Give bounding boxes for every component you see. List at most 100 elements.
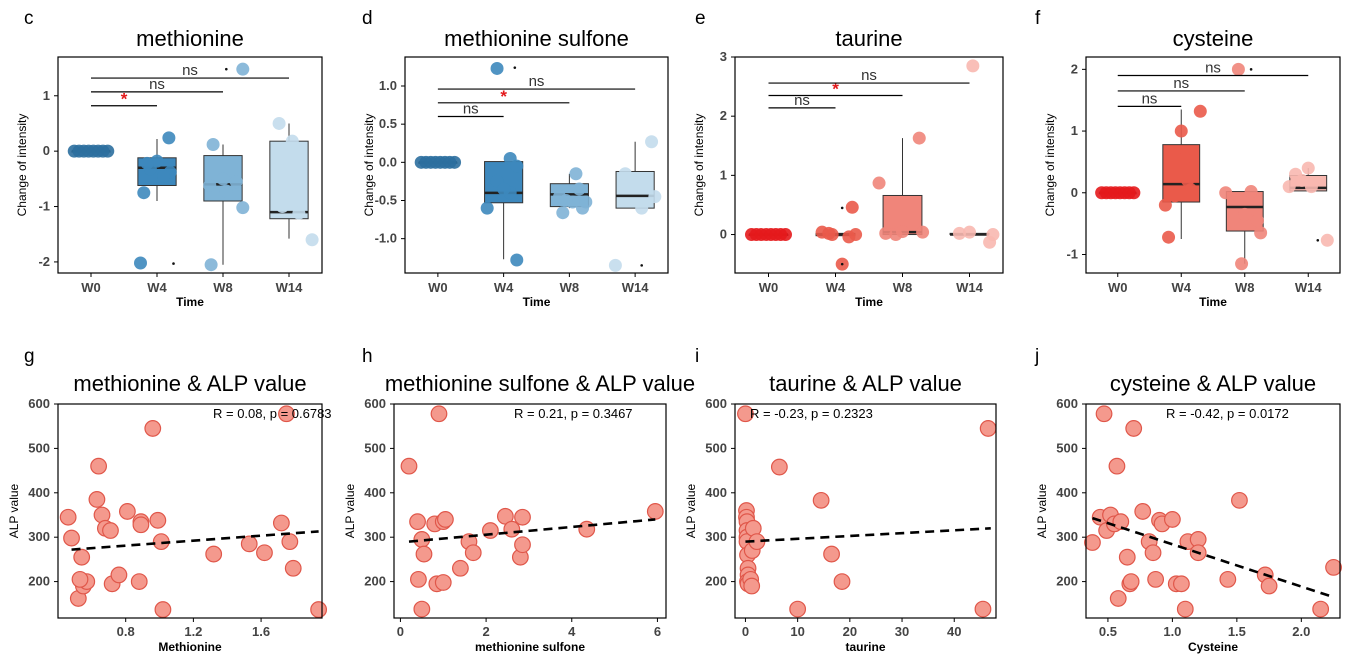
data-point <box>833 573 851 590</box>
x-tick-label: 4 <box>568 624 576 639</box>
panel-letter: i <box>695 346 699 367</box>
outlier-dot <box>225 67 228 71</box>
outlier-dot <box>640 264 643 267</box>
significance-label: ns <box>182 62 198 79</box>
significance-label: ns <box>529 73 545 90</box>
data-point <box>451 559 469 577</box>
chart-title: methionine sulfone & ALP value <box>385 371 695 396</box>
x-tick-label: 1.0 <box>1163 624 1181 639</box>
y-tick-label: 0 <box>43 143 50 158</box>
data-point <box>88 491 106 508</box>
x-tick-label: W8 <box>213 280 233 295</box>
data-point <box>216 172 230 186</box>
y-tick-label: 0.0 <box>379 154 397 169</box>
data-point <box>1177 152 1191 166</box>
data-point <box>410 570 427 588</box>
plot-frame <box>57 403 323 619</box>
y-tick-label: 400 <box>705 485 727 500</box>
data-point <box>737 405 754 423</box>
data-point <box>743 577 761 595</box>
y-tick-label: 0.5 <box>379 116 397 131</box>
data-point <box>1238 207 1252 221</box>
data-point <box>464 544 482 562</box>
data-point <box>110 566 128 584</box>
plot-frame <box>734 403 997 619</box>
significance-label: * <box>121 90 128 109</box>
plot-frame <box>1085 403 1341 619</box>
x-tick-label: 0.8 <box>117 624 135 639</box>
data-point <box>490 61 504 75</box>
x-tick-label: W14 <box>276 280 304 295</box>
data-point <box>415 545 433 563</box>
data-point <box>770 458 788 476</box>
data-point <box>1219 570 1237 588</box>
plot-frame <box>734 56 1004 274</box>
data-point <box>292 206 306 220</box>
data-point <box>618 167 632 181</box>
data-point <box>149 511 167 529</box>
data-point <box>256 544 273 562</box>
data-point <box>578 520 596 538</box>
y-tick-label: -1 <box>38 199 50 214</box>
significance-label: ns <box>1173 75 1189 92</box>
data-point <box>205 545 223 563</box>
data-point <box>986 228 1000 242</box>
y-tick-label: 1 <box>43 88 50 103</box>
panel-h: h methionine sulfone & ALP value R = 0.21,… <box>343 346 695 654</box>
data-point <box>448 155 462 169</box>
x-tick-label: 1.2 <box>184 624 202 639</box>
y-axis-label: ALP value <box>7 483 21 538</box>
data-point <box>1112 513 1130 531</box>
x-tick-label: 0 <box>397 624 404 639</box>
panel-letter: d <box>362 8 373 29</box>
plot-frame <box>404 56 669 274</box>
data-point <box>789 600 807 618</box>
data-point <box>1162 230 1176 244</box>
significance-label: ns <box>861 67 877 84</box>
correlation-stat: R = -0.42, p = 0.0172 <box>1166 406 1289 421</box>
data-point <box>1084 534 1101 551</box>
fit-line <box>71 530 319 551</box>
x-tick-label: 40 <box>947 624 961 639</box>
data-point <box>1312 600 1330 618</box>
data-point <box>1260 577 1278 595</box>
data-point <box>912 131 926 145</box>
data-point <box>952 226 966 240</box>
data-point <box>1134 503 1152 520</box>
y-tick-label: 300 <box>364 529 386 544</box>
data-point <box>204 258 218 272</box>
data-point <box>556 206 570 220</box>
plot-frame <box>57 56 323 274</box>
y-tick-label: -2 <box>38 254 50 269</box>
y-tick-label: 400 <box>364 485 386 500</box>
data-point <box>514 508 531 526</box>
data-point <box>635 201 649 215</box>
x-axis-label: methionine sulfone <box>475 640 585 654</box>
data-point <box>90 457 108 475</box>
y-axis-label: Change of intensity <box>1043 114 1057 217</box>
panel-d: d methionine sulfone ns * ns -1.0 -0.5 0.0 0.5 1.… <box>362 8 669 309</box>
data-point <box>137 186 151 200</box>
significance-label: ns <box>149 76 165 93</box>
outlier-dot <box>1249 68 1253 71</box>
x-axis-label: Methionine <box>158 640 222 654</box>
data-point <box>71 570 89 588</box>
data-point <box>1108 457 1126 475</box>
data-point <box>1295 173 1309 187</box>
data-point <box>1122 573 1140 590</box>
significance-label: ns <box>794 92 810 109</box>
y-axis-label: ALP value <box>684 483 698 538</box>
x-axis-label: Cysteine <box>1188 640 1238 654</box>
data-point <box>278 405 295 423</box>
data-point <box>118 503 136 520</box>
box <box>269 140 309 220</box>
data-point <box>510 253 524 267</box>
data-point <box>203 178 217 192</box>
data-point <box>282 161 296 175</box>
x-tick-label: W4 <box>1172 280 1192 295</box>
x-tick-label: 0.5 <box>1099 624 1117 639</box>
data-point <box>510 159 524 173</box>
correlation-stat: R = -0.23, p = 0.2323 <box>750 406 873 421</box>
